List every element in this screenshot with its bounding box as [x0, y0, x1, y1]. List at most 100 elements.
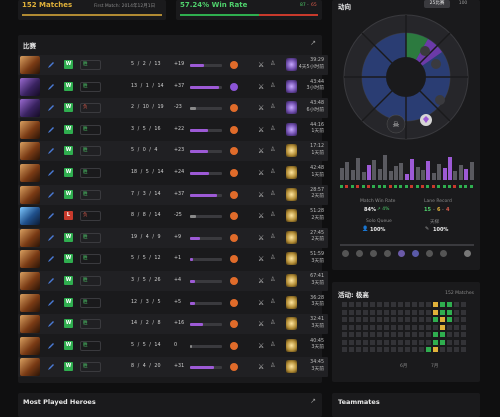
match-row[interactable]: W 胜 5 / 0 / 4 +23 ⚔ ♙ 17:12 1天前 [18, 141, 328, 162]
activity-cell [363, 332, 368, 337]
expand-arrow-icon[interactable]: ↗ [310, 39, 316, 47]
activity-cell [454, 317, 459, 322]
pencil-icon[interactable] [47, 212, 55, 220]
pencil-icon[interactable] [47, 363, 55, 371]
match-row[interactable]: W 胜 5 / 5 / 14 0 ⚔ ♙ 40:45 3天前 [18, 336, 328, 356]
strip-hero-icon[interactable] [342, 250, 349, 257]
hero-portrait[interactable] [20, 142, 40, 161]
pencil-icon[interactable] [47, 255, 55, 263]
outcome-badge: 胜 [80, 276, 101, 286]
performance-bar-fill [190, 323, 203, 327]
pencil-icon[interactable] [47, 234, 55, 242]
pencil-icon[interactable] [47, 83, 55, 91]
pencil-icon[interactable] [47, 61, 55, 69]
hero-portrait[interactable] [20, 358, 40, 377]
match-row[interactable]: W 胜 5 / 2 / 13 +19 ⚔ ♙ 39:29 4天5小时前 [18, 55, 328, 75]
performance-bar-fill [190, 128, 208, 132]
rank-medal-icon [286, 252, 297, 266]
hero-portrait[interactable] [20, 56, 40, 74]
match-ago: 3天前 [311, 280, 324, 286]
strip-hero-icon[interactable] [426, 250, 433, 257]
match-time: 51:59 3天前 [310, 252, 324, 265]
performance-bar [190, 215, 222, 219]
activity-cell [433, 317, 438, 322]
hero-portrait[interactable] [20, 120, 40, 139]
performance-bar [190, 301, 222, 305]
performance-bar [190, 128, 222, 132]
match-row[interactable]: W 胜 12 / 3 / 5 +5 ⚔ ♙ 36:28 3天前 [18, 293, 328, 313]
match-row[interactable]: W 胜 3 / 5 / 26 +4 ⚔ ♙ 67:41 3天前 [18, 271, 328, 291]
trend-result-dot [356, 185, 360, 188]
match-row[interactable]: W 胜 3 / 5 / 16 +22 ⚔ ♙ 44:16 1天前 [18, 120, 328, 140]
hero-portrait[interactable] [20, 185, 40, 204]
activity-cell [440, 332, 445, 337]
pencil-icon[interactable] [47, 104, 55, 112]
match-row[interactable]: W 胜 7 / 3 / 14 +37 ⚔ ♙ 28:57 2天前 [18, 184, 328, 205]
party-icon: ♙ [270, 124, 276, 132]
match-row[interactable]: W 胜 19 / 4 / 9 +9 ⚔ ♙ 27:45 2天前 [18, 227, 328, 248]
activity-cell [405, 309, 410, 315]
pencil-icon[interactable] [47, 147, 55, 155]
activity-cell [377, 324, 382, 330]
strip-hero-icon[interactable] [356, 250, 363, 257]
pencil-icon[interactable] [47, 299, 55, 307]
strip-hero-icon[interactable] [398, 250, 405, 257]
strip-hero-icon[interactable] [370, 250, 377, 257]
teammates-title: Teammates [338, 398, 380, 406]
pencil-icon[interactable] [47, 126, 55, 134]
outcome-badge: 胜 [80, 254, 101, 265]
item-icon [230, 277, 238, 285]
match-row[interactable]: W 胜 8 / 4 / 20 +31 ⚔ ♙ 34:45 3天前 [18, 357, 328, 378]
pencil-icon[interactable] [47, 169, 55, 177]
pencil-icon[interactable] [47, 342, 55, 350]
outcome-badge: 胜 [80, 81, 101, 92]
net-worth-diff: +24 [174, 170, 185, 175]
party-icon: ♙ [270, 60, 276, 67]
strip-hero-icon[interactable] [440, 250, 447, 257]
activity-cell [342, 317, 347, 322]
match-row[interactable]: W 胜 13 / 1 / 14 +37 ⚔ ♙ 43:44 3小时前 [18, 77, 328, 97]
match-row[interactable]: L 负 8 / 8 / 14 -25 ⚔ ♙ 51:28 2天前 [18, 206, 328, 226]
match-row[interactable]: W 胜 18 / 5 / 14 +24 ⚔ ♙ 42:48 1天前 [18, 163, 328, 183]
activity-match-count: 152 Matches [445, 291, 474, 296]
tab-25-matches[interactable]: 25比赛 [424, 0, 450, 8]
activity-cell [384, 317, 389, 322]
hero-portrait[interactable] [20, 228, 40, 247]
hero-portrait[interactable] [20, 77, 40, 96]
hero-portrait[interactable] [20, 272, 40, 290]
tab-100-matches[interactable]: 100 [458, 1, 468, 6]
kda: 12 / 3 / 5 [131, 299, 161, 305]
hero-portrait[interactable] [20, 164, 40, 182]
pencil-icon[interactable] [47, 191, 55, 199]
hero-portrait[interactable] [20, 293, 40, 312]
strip-hero-icon[interactable] [412, 250, 419, 257]
net-worth-diff: -25 [174, 213, 182, 219]
pencil-icon[interactable] [47, 277, 55, 285]
performance-bar [190, 193, 222, 197]
trend-bar [372, 160, 377, 180]
match-row[interactable]: W 胜 14 / 2 / 8 +16 ⚔ ♙ 32:41 3天前 [18, 314, 328, 335]
match-time: 27:45 2天前 [310, 231, 324, 244]
hero-portrait[interactable] [20, 250, 40, 269]
performance-bar [190, 85, 222, 89]
match-row[interactable]: W 胜 5 / 5 / 12 +1 ⚔ ♙ 51:59 3天前 [18, 249, 328, 269]
hero-portrait[interactable] [20, 99, 40, 118]
match-time: 43:44 3小时前 [307, 80, 324, 93]
performance-bar [190, 366, 222, 370]
outcome-badge: 胜 [80, 362, 101, 373]
strip-hero-icon[interactable] [384, 250, 391, 257]
hero-portrait[interactable] [20, 315, 40, 334]
most-played-expand-icon[interactable]: ↗ [310, 397, 316, 405]
match-row[interactable]: W 负 2 / 10 / 19 -23 ⚔ ♙ 43:48 6小时前 [18, 98, 328, 119]
hero-portrait[interactable] [20, 336, 40, 355]
hero-portrait[interactable] [20, 207, 40, 226]
outcome-badge-text: 胜 [83, 170, 88, 175]
kda: 18 / 5 / 14 [131, 170, 164, 175]
lane-marker-right [435, 95, 445, 105]
match-ago: 4天5小时前 [298, 64, 324, 70]
pencil-icon[interactable] [47, 320, 55, 328]
kda: 5 / 2 / 13 [131, 62, 161, 67]
strip-hero-icon[interactable] [464, 250, 471, 257]
activity-cell [398, 324, 403, 330]
kda: 5 / 5 / 14 [131, 342, 161, 348]
